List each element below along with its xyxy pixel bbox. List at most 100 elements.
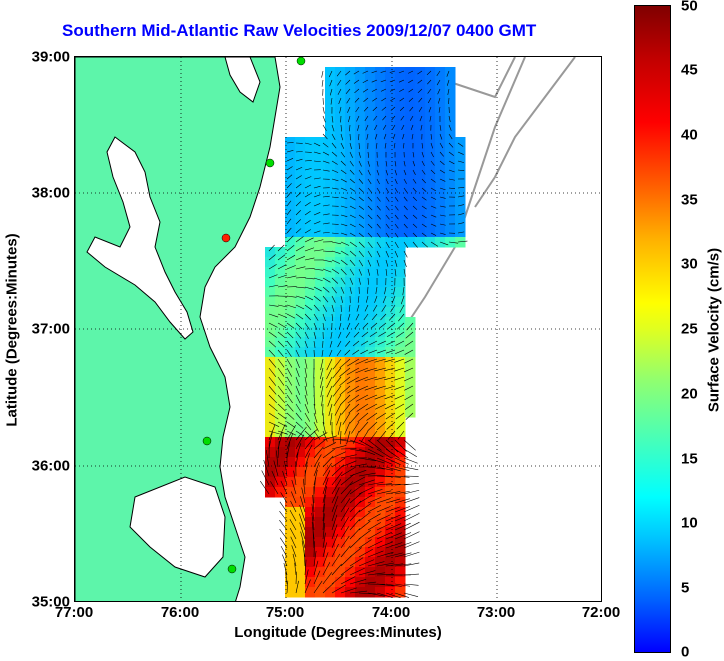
velocity-cell [365, 517, 376, 528]
velocity-cell [315, 347, 326, 358]
velocity-cell [345, 367, 356, 378]
velocity-cell [345, 497, 356, 508]
velocity-cell [295, 587, 306, 598]
velocity-cell [325, 67, 336, 78]
velocity-cell [345, 107, 356, 118]
velocity-cell [455, 237, 466, 248]
velocity-cell [365, 77, 376, 88]
y-axis-label: Latitude (Degrees:Minutes) [4, 233, 21, 426]
velocity-cell [325, 107, 336, 118]
velocity-cell [275, 337, 286, 348]
velocity-cell [325, 487, 336, 498]
velocity-cell [335, 127, 346, 138]
velocity-cell [375, 67, 386, 78]
velocity-cell [405, 117, 416, 128]
y-tick-label: 39:00 [0, 49, 70, 66]
velocity-cell [285, 387, 296, 398]
velocity-cell [365, 167, 376, 178]
velocity-cell [405, 157, 416, 168]
map-plot-area[interactable] [74, 56, 602, 602]
x-tick-label: 76:00 [161, 604, 199, 621]
velocity-cell [385, 437, 396, 448]
map-title: Southern Mid-Atlantic Raw Velocities 200… [0, 21, 724, 41]
velocity-cell [415, 227, 426, 238]
velocity-cell [345, 457, 356, 468]
velocity-cell [365, 277, 376, 288]
velocity-cell [345, 207, 356, 218]
velocity-cell [385, 477, 396, 488]
velocity-cell [315, 267, 326, 278]
velocity-cell [325, 207, 336, 218]
velocity-cell [355, 287, 366, 298]
velocity-cell [275, 417, 286, 428]
velocity-cell [345, 157, 356, 168]
velocity-cell [365, 557, 376, 568]
velocity-cell [375, 567, 386, 578]
velocity-cell [335, 97, 346, 108]
velocity-cell [335, 87, 346, 98]
velocity-cell [285, 287, 296, 298]
velocity-cell [445, 117, 456, 128]
velocity-cell [385, 237, 396, 248]
velocity-cell [345, 477, 356, 488]
velocity-cell [285, 397, 296, 408]
velocity-cell [315, 137, 326, 148]
velocity-cell [405, 327, 416, 338]
velocity-cell [425, 97, 436, 108]
colorbar-tick: 45 [681, 62, 698, 79]
velocity-cell [265, 487, 276, 498]
velocity-cell [335, 157, 346, 168]
velocity-cell [315, 477, 326, 488]
velocity-cell [355, 327, 366, 338]
velocity-cell [305, 577, 316, 588]
velocity-arrow [322, 80, 323, 87]
velocity-cell [335, 137, 346, 148]
velocity-cell [455, 137, 466, 148]
velocity-cell [285, 347, 296, 358]
velocity-cell [345, 67, 356, 78]
velocity-cell [375, 87, 386, 98]
velocity-cell [265, 367, 276, 378]
velocity-cell [265, 317, 276, 328]
velocity-cell [325, 257, 336, 268]
velocity-cell [285, 177, 296, 188]
colorbar-tick: 10 [681, 515, 698, 532]
velocity-cell [395, 567, 406, 578]
velocity-cell [405, 87, 416, 98]
velocity-cell [285, 187, 296, 198]
velocity-cell [325, 177, 336, 188]
velocity-cell [305, 477, 316, 488]
velocity-cell [435, 107, 446, 118]
velocity-cell [365, 377, 376, 388]
velocity-cell [455, 217, 466, 228]
velocity-cell [405, 347, 416, 358]
velocity-cell [335, 467, 346, 478]
velocity-cell [325, 127, 336, 138]
velocity-cell [295, 487, 306, 498]
velocity-cell [325, 227, 336, 238]
velocity-cell [355, 157, 366, 168]
velocity-cell [435, 127, 446, 138]
velocity-cell [405, 97, 416, 108]
velocity-cell [335, 327, 346, 338]
velocity-cell [365, 197, 376, 208]
velocity-cell [375, 427, 386, 438]
velocity-field [265, 67, 466, 598]
velocity-cell [385, 507, 396, 518]
velocity-cell [355, 187, 366, 198]
velocity-cell [325, 297, 336, 308]
velocity-cell [435, 87, 446, 98]
velocity-arrow [404, 505, 419, 512]
velocity-cell [345, 347, 356, 358]
velocity-cell [325, 327, 336, 338]
velocity-cell [285, 507, 296, 518]
velocity-cell [335, 527, 346, 538]
velocity-cell [395, 97, 406, 108]
velocity-cell [325, 467, 336, 478]
velocity-cell [425, 137, 436, 148]
velocity-cell [305, 207, 316, 218]
station-marker [228, 565, 236, 573]
velocity-cell [345, 317, 356, 328]
velocity-cell [365, 537, 376, 548]
velocity-cell [375, 577, 386, 588]
